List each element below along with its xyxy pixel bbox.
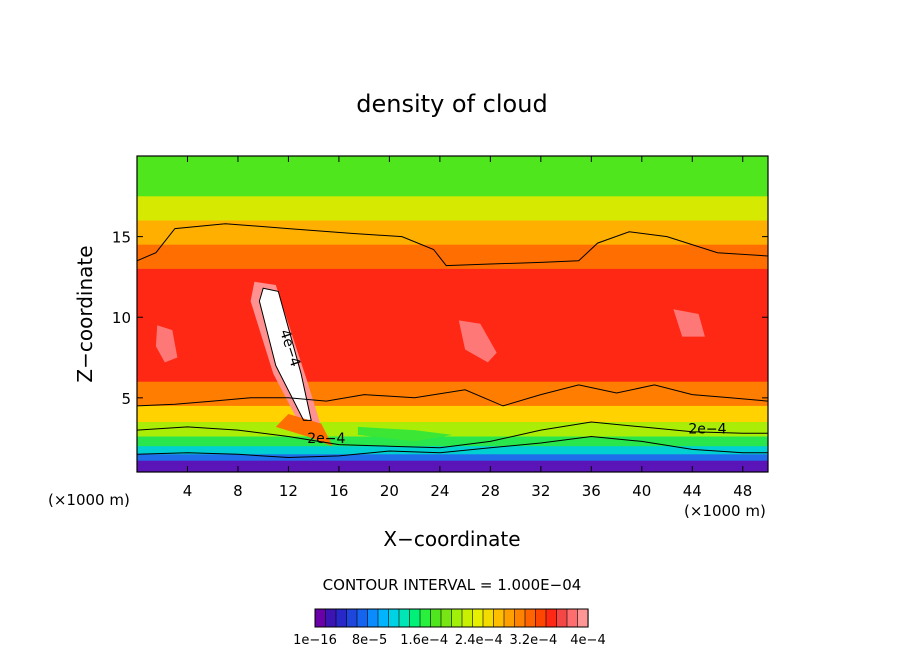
contour-label-1: 2e−4 [307, 431, 345, 447]
feature-green-lens [357, 426, 453, 442]
x-tick-label: 12 [279, 482, 298, 500]
colorbar-swatch [356, 608, 369, 628]
colorbar-frame [314, 608, 589, 628]
plot-frame [136, 155, 769, 473]
colorbar-tick-label: 4e−4 [570, 633, 605, 648]
colorbar-swatch [503, 608, 516, 628]
x-tick-label: 32 [531, 482, 550, 500]
x-tick-label: 8 [233, 482, 243, 500]
contour-2e-4-line-1 [137, 384, 768, 407]
colorbar-swatch [577, 608, 589, 628]
colorbar-swatch [461, 608, 474, 628]
colorbar-tick-label: 1e−16 [293, 633, 337, 648]
contour-2e-4-line-3 [137, 435, 768, 459]
colorbar-swatch [409, 608, 421, 628]
field-band-5 [137, 381, 768, 407]
field-features [155, 281, 705, 447]
colorbar-swatch [514, 608, 526, 628]
x-axis-unit-right: (×1000 m) [684, 502, 766, 520]
contour-lines [137, 223, 768, 459]
x-tick-label: 48 [733, 482, 752, 500]
colorbar-swatch [430, 608, 442, 628]
field-band-4 [137, 268, 768, 383]
x-tick-label: 16 [329, 482, 348, 500]
colorbar-swatch [482, 608, 495, 628]
colorbar-tick-label: 1.6e−4 [400, 633, 448, 648]
feature-patch-left [155, 325, 178, 363]
field-band-8 [137, 436, 768, 447]
field-band-11 [137, 460, 768, 472]
colorbar-swatch [545, 608, 558, 628]
colorbar-swatch [419, 608, 432, 628]
chart-title: density of cloud [356, 90, 547, 118]
feature-patch-center [458, 320, 497, 363]
x-axis-unit-left: (×1000 m) [48, 491, 130, 509]
colorbar-tick-label: 2.4e−4 [455, 633, 503, 648]
contour-label-2: 2e−4 [688, 421, 726, 437]
colorbar-swatch [388, 608, 400, 628]
colorbar-swatch [535, 608, 547, 628]
colorbar-swatch [493, 608, 505, 628]
field-bands [137, 156, 768, 472]
plot-area [137, 156, 768, 472]
colorbar-swatch [398, 608, 411, 628]
y-tick-label: 15 [112, 229, 131, 247]
colorbar-swatch [524, 608, 537, 628]
y-axis-ticks: 5 10 15 [112, 229, 768, 408]
feature-patch-right [673, 309, 705, 337]
colorbar-swatch [556, 608, 568, 628]
contour-interval-text: CONTOUR INTERVAL = 1.000E−04 [323, 576, 582, 594]
colorbar-swatch [377, 608, 390, 628]
colorbar-swatch [367, 608, 379, 628]
field-band-6 [137, 405, 768, 423]
feature-left-descent [275, 414, 333, 447]
x-tick-label: 40 [632, 482, 651, 500]
colorbar-swatch [472, 608, 484, 628]
colorbar-swatch [314, 608, 327, 628]
contour-2e-4-line-2 [137, 421, 768, 449]
colorbar [314, 608, 589, 628]
feature-tilted-core-max [259, 288, 312, 421]
colorbar-tick-label: 8e−5 [352, 633, 387, 648]
x-axis-ticks: 4 8 12 16 20 24 28 32 36 40 44 48 [183, 156, 752, 500]
colorbar-swatch [566, 608, 579, 628]
field-band-1 [137, 196, 768, 221]
contour-4e-4-line-0 [258, 287, 312, 421]
y-tick-label: 10 [112, 309, 131, 327]
colorbar-tick-label: 3.2e−4 [509, 633, 557, 648]
x-tick-label: 36 [582, 482, 601, 500]
colorbar-labels: 1e−16 8e−5 1.6e−4 2.4e−4 3.2e−4 4e−4 [293, 633, 606, 648]
colorbar-swatch [346, 608, 358, 628]
colorbar-swatch [451, 608, 463, 628]
contour-2e-4-line-0 [137, 223, 768, 267]
colorbar-swatch [440, 608, 453, 628]
colorbar-swatch [325, 608, 337, 628]
y-tick-label: 5 [121, 390, 131, 408]
x-tick-label: 4 [183, 482, 193, 500]
x-tick-label: 24 [430, 482, 449, 500]
field-band-9 [137, 446, 768, 455]
y-axis-label: Z−coordinate [73, 245, 97, 382]
colorbar-swatch [335, 608, 348, 628]
x-axis-label: X−coordinate [383, 527, 520, 551]
field-band-10 [137, 454, 768, 462]
field-band-0 [137, 156, 768, 197]
x-tick-label: 20 [380, 482, 399, 500]
x-tick-label: 44 [683, 482, 702, 500]
x-tick-label: 28 [481, 482, 500, 500]
